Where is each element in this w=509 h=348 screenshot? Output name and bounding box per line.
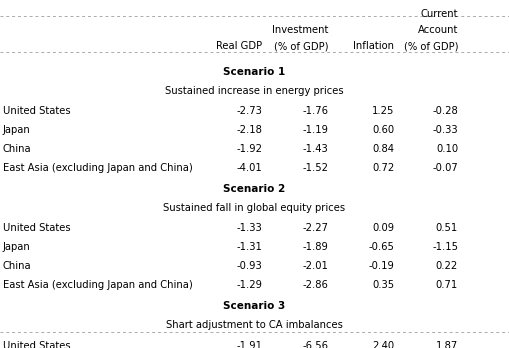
Text: -1.15: -1.15 — [432, 242, 458, 252]
Text: 1.25: 1.25 — [372, 106, 394, 116]
Text: -2.27: -2.27 — [302, 223, 328, 234]
Text: Sustained fall in global equity prices: Sustained fall in global equity prices — [163, 203, 346, 213]
Text: -1.43: -1.43 — [302, 144, 328, 154]
Text: Inflation: Inflation — [353, 41, 394, 51]
Text: China: China — [3, 144, 31, 154]
Text: 0.09: 0.09 — [373, 223, 394, 234]
Text: -1.89: -1.89 — [302, 242, 328, 252]
Text: 2.40: 2.40 — [373, 341, 394, 348]
Text: 0.51: 0.51 — [436, 223, 458, 234]
Text: 0.71: 0.71 — [436, 280, 458, 290]
Text: -1.33: -1.33 — [236, 223, 262, 234]
Text: -0.33: -0.33 — [433, 125, 458, 135]
Text: Sustained increase in energy prices: Sustained increase in energy prices — [165, 86, 344, 96]
Text: Current: Current — [420, 9, 458, 19]
Text: 0.84: 0.84 — [373, 144, 394, 154]
Text: Shart adjustment to CA imbalances: Shart adjustment to CA imbalances — [166, 320, 343, 330]
Text: (% of GDP): (% of GDP) — [274, 41, 328, 51]
Text: -1.19: -1.19 — [302, 125, 328, 135]
Text: 0.35: 0.35 — [373, 280, 394, 290]
Text: 0.22: 0.22 — [436, 261, 458, 271]
Text: United States: United States — [3, 106, 70, 116]
Text: -6.56: -6.56 — [302, 341, 328, 348]
Text: Account: Account — [418, 25, 458, 35]
Text: United States: United States — [3, 223, 70, 234]
Text: -2.86: -2.86 — [302, 280, 328, 290]
Text: 1.87: 1.87 — [436, 341, 458, 348]
Text: -1.91: -1.91 — [236, 341, 262, 348]
Text: 0.72: 0.72 — [372, 163, 394, 173]
Text: China: China — [3, 261, 31, 271]
Text: East Asia (excluding Japan and China): East Asia (excluding Japan and China) — [3, 280, 192, 290]
Text: Japan: Japan — [3, 125, 31, 135]
Text: -2.01: -2.01 — [302, 261, 328, 271]
Text: Scenario 2: Scenario 2 — [223, 184, 286, 194]
Text: -0.93: -0.93 — [236, 261, 262, 271]
Text: (% of GDP): (% of GDP) — [404, 41, 458, 51]
Text: 0.60: 0.60 — [373, 125, 394, 135]
Text: -2.73: -2.73 — [236, 106, 262, 116]
Text: -1.52: -1.52 — [302, 163, 328, 173]
Text: -1.92: -1.92 — [236, 144, 262, 154]
Text: -1.76: -1.76 — [302, 106, 328, 116]
Text: Scenario 1: Scenario 1 — [223, 67, 286, 77]
Text: -0.28: -0.28 — [432, 106, 458, 116]
Text: -2.18: -2.18 — [236, 125, 262, 135]
Text: 0.10: 0.10 — [436, 144, 458, 154]
Text: Investment: Investment — [272, 25, 328, 35]
Text: Real GDP: Real GDP — [216, 41, 262, 51]
Text: United States: United States — [3, 341, 70, 348]
Text: Scenario 3: Scenario 3 — [223, 301, 286, 311]
Text: -0.19: -0.19 — [369, 261, 394, 271]
Text: -4.01: -4.01 — [236, 163, 262, 173]
Text: -1.29: -1.29 — [236, 280, 262, 290]
Text: -0.07: -0.07 — [432, 163, 458, 173]
Text: -1.31: -1.31 — [236, 242, 262, 252]
Text: -0.65: -0.65 — [369, 242, 394, 252]
Text: East Asia (excluding Japan and China): East Asia (excluding Japan and China) — [3, 163, 192, 173]
Text: Japan: Japan — [3, 242, 31, 252]
